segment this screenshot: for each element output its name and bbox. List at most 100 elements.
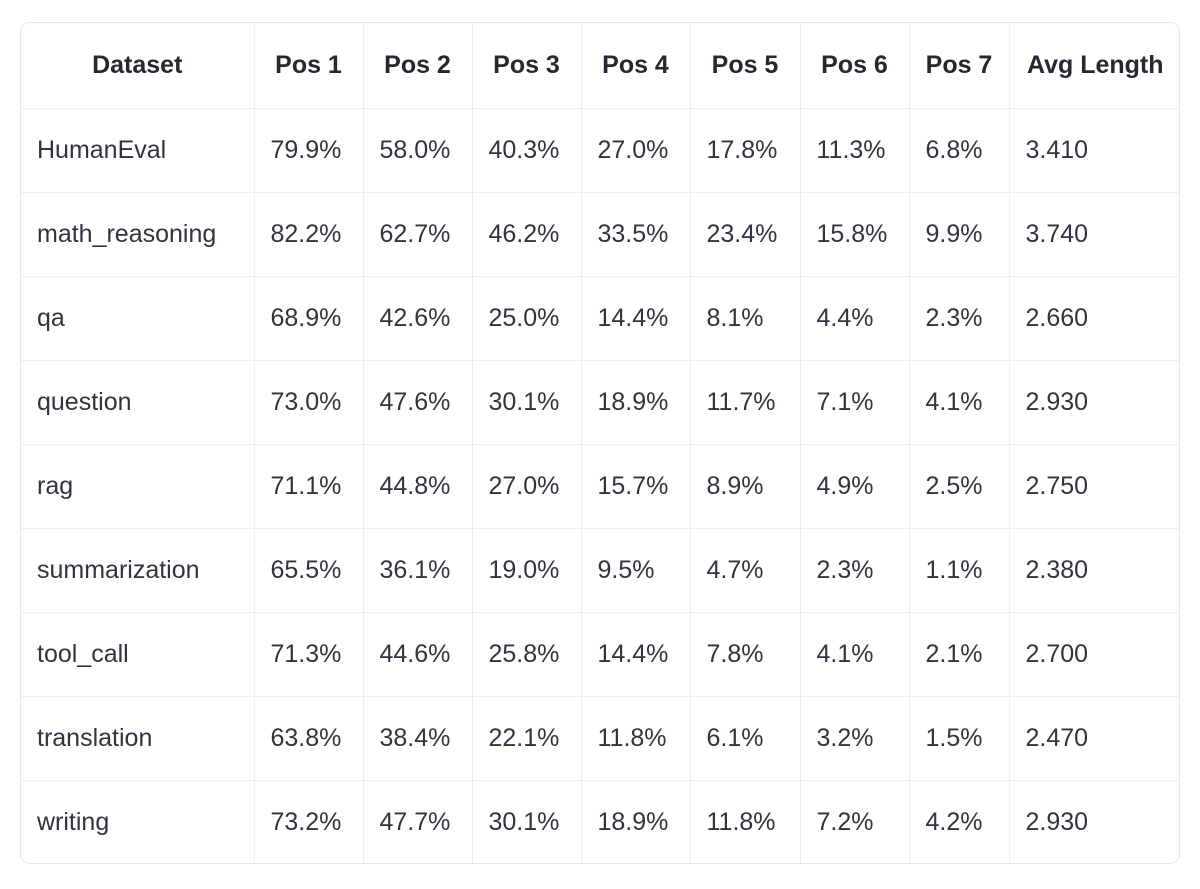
data-table: Dataset Pos 1 Pos 2 Pos 3 Pos 4 Pos 5 Pos 6 Pos… bbox=[21, 23, 1179, 863]
value-cell: 42.6% bbox=[362, 276, 473, 361]
table-row: math_reasoning 82.2% 62.7% 46.2% 33.5% 23.4% 1… bbox=[21, 192, 1179, 277]
value-cell: 18.9% bbox=[580, 360, 691, 445]
value-cell: 4.1% bbox=[908, 360, 1010, 445]
value-cell: 2.3% bbox=[908, 276, 1010, 361]
table-head: Dataset Pos 1 Pos 2 Pos 3 Pos 4 Pos 5 Pos 6 Pos… bbox=[21, 23, 1179, 109]
value-cell: 47.6% bbox=[362, 360, 473, 445]
table-row: rag 71.1% 44.8% 27.0% 15.7% 8.9% 4.9% 2.5% 2.750 bbox=[21, 444, 1179, 529]
value-cell: 11.7% bbox=[689, 360, 801, 445]
value-cell: 4.1% bbox=[799, 612, 910, 697]
header-cell: Pos 2 bbox=[362, 23, 473, 109]
value-cell: 73.0% bbox=[253, 360, 364, 445]
value-cell: 2.5% bbox=[908, 444, 1010, 529]
table-body: HumanEval 79.9% 58.0% 40.3% 27.0% 17.8% 11.3% 6… bbox=[21, 108, 1179, 863]
value-cell: 4.2% bbox=[908, 780, 1010, 863]
value-cell: 8.9% bbox=[689, 444, 801, 529]
value-cell: 82.2% bbox=[253, 192, 364, 277]
value-cell: 25.8% bbox=[471, 612, 582, 697]
value-cell: 44.8% bbox=[362, 444, 473, 529]
value-cell: 15.8% bbox=[799, 192, 910, 277]
value-cell: 3.410 bbox=[1008, 108, 1179, 193]
value-cell: 46.2% bbox=[471, 192, 582, 277]
value-cell: 2.1% bbox=[908, 612, 1010, 697]
value-cell: 14.4% bbox=[580, 276, 691, 361]
value-cell: 7.2% bbox=[799, 780, 910, 863]
value-cell: 62.7% bbox=[362, 192, 473, 277]
dataset-cell: rag bbox=[21, 444, 255, 529]
dataset-cell: writing bbox=[21, 780, 255, 863]
dataset-cell: qa bbox=[21, 276, 255, 361]
value-cell: 63.8% bbox=[253, 696, 364, 781]
header-cell: Avg Length bbox=[1008, 23, 1179, 109]
value-cell: 4.9% bbox=[799, 444, 910, 529]
table-row: HumanEval 79.9% 58.0% 40.3% 27.0% 17.8% 11.3% 6… bbox=[21, 108, 1179, 193]
value-cell: 9.5% bbox=[580, 528, 691, 613]
table-row: summarization 65.5% 36.1% 19.0% 9.5% 4.7% 2.3%… bbox=[21, 528, 1179, 613]
value-cell: 79.9% bbox=[253, 108, 364, 193]
value-cell: 68.9% bbox=[253, 276, 364, 361]
value-cell: 3.2% bbox=[799, 696, 910, 781]
value-cell: 9.9% bbox=[908, 192, 1010, 277]
value-cell: 38.4% bbox=[362, 696, 473, 781]
value-cell: 14.4% bbox=[580, 612, 691, 697]
value-cell: 11.8% bbox=[689, 780, 801, 863]
table-row: tool_call 71.3% 44.6% 25.8% 14.4% 7.8% 4.1% 2.1… bbox=[21, 612, 1179, 697]
value-cell: 30.1% bbox=[471, 360, 582, 445]
value-cell: 36.1% bbox=[362, 528, 473, 613]
value-cell: 15.7% bbox=[580, 444, 691, 529]
table-row: translation 63.8% 38.4% 22.1% 11.8% 6.1% 3.2% 1… bbox=[21, 696, 1179, 781]
header-cell: Pos 6 bbox=[799, 23, 910, 109]
value-cell: 11.3% bbox=[799, 108, 910, 193]
value-cell: 30.1% bbox=[471, 780, 582, 863]
value-cell: 1.5% bbox=[908, 696, 1010, 781]
value-cell: 6.8% bbox=[908, 108, 1010, 193]
value-cell: 18.9% bbox=[580, 780, 691, 863]
value-cell: 6.1% bbox=[689, 696, 801, 781]
value-cell: 7.8% bbox=[689, 612, 801, 697]
header-cell: Pos 4 bbox=[580, 23, 691, 109]
dataset-cell: translation bbox=[21, 696, 255, 781]
dataset-cell: tool_call bbox=[21, 612, 255, 697]
dataset-cell: HumanEval bbox=[21, 108, 255, 193]
value-cell: 1.1% bbox=[908, 528, 1010, 613]
value-cell: 3.740 bbox=[1008, 192, 1179, 277]
value-cell: 2.380 bbox=[1008, 528, 1179, 613]
value-cell: 2.750 bbox=[1008, 444, 1179, 529]
value-cell: 44.6% bbox=[362, 612, 473, 697]
header-row: Dataset Pos 1 Pos 2 Pos 3 Pos 4 Pos 5 Pos 6 Pos… bbox=[21, 23, 1179, 109]
value-cell: 47.7% bbox=[362, 780, 473, 863]
value-cell: 58.0% bbox=[362, 108, 473, 193]
value-cell: 19.0% bbox=[471, 528, 582, 613]
value-cell: 71.1% bbox=[253, 444, 364, 529]
value-cell: 2.930 bbox=[1008, 780, 1179, 863]
table-row: writing 73.2% 47.7% 30.1% 18.9% 11.8% 7.2% 4.2%… bbox=[21, 780, 1179, 863]
value-cell: 27.0% bbox=[471, 444, 582, 529]
value-cell: 17.8% bbox=[689, 108, 801, 193]
header-cell: Dataset bbox=[21, 23, 255, 109]
value-cell: 2.660 bbox=[1008, 276, 1179, 361]
dataset-cell: math_reasoning bbox=[21, 192, 255, 277]
value-cell: 11.8% bbox=[580, 696, 691, 781]
value-cell: 22.1% bbox=[471, 696, 582, 781]
header-cell: Pos 1 bbox=[253, 23, 364, 109]
dataset-cell: summarization bbox=[21, 528, 255, 613]
table-row: question 73.0% 47.6% 30.1% 18.9% 11.7% 7.1% 4.1… bbox=[21, 360, 1179, 445]
value-cell: 2.930 bbox=[1008, 360, 1179, 445]
header-cell: Pos 3 bbox=[471, 23, 582, 109]
value-cell: 25.0% bbox=[471, 276, 582, 361]
value-cell: 40.3% bbox=[471, 108, 582, 193]
value-cell: 7.1% bbox=[799, 360, 910, 445]
table-container: Dataset Pos 1 Pos 2 Pos 3 Pos 4 Pos 5 Pos 6 Pos… bbox=[20, 22, 1180, 864]
header-cell: Pos 5 bbox=[689, 23, 801, 109]
value-cell: 65.5% bbox=[253, 528, 364, 613]
value-cell: 27.0% bbox=[580, 108, 691, 193]
value-cell: 23.4% bbox=[689, 192, 801, 277]
table-row: qa 68.9% 42.6% 25.0% 14.4% 8.1% 4.4% 2.3% 2.660 bbox=[21, 276, 1179, 361]
value-cell: 4.7% bbox=[689, 528, 801, 613]
value-cell: 2.3% bbox=[799, 528, 910, 613]
value-cell: 33.5% bbox=[580, 192, 691, 277]
value-cell: 4.4% bbox=[799, 276, 910, 361]
value-cell: 73.2% bbox=[253, 780, 364, 863]
header-cell: Pos 7 bbox=[908, 23, 1010, 109]
